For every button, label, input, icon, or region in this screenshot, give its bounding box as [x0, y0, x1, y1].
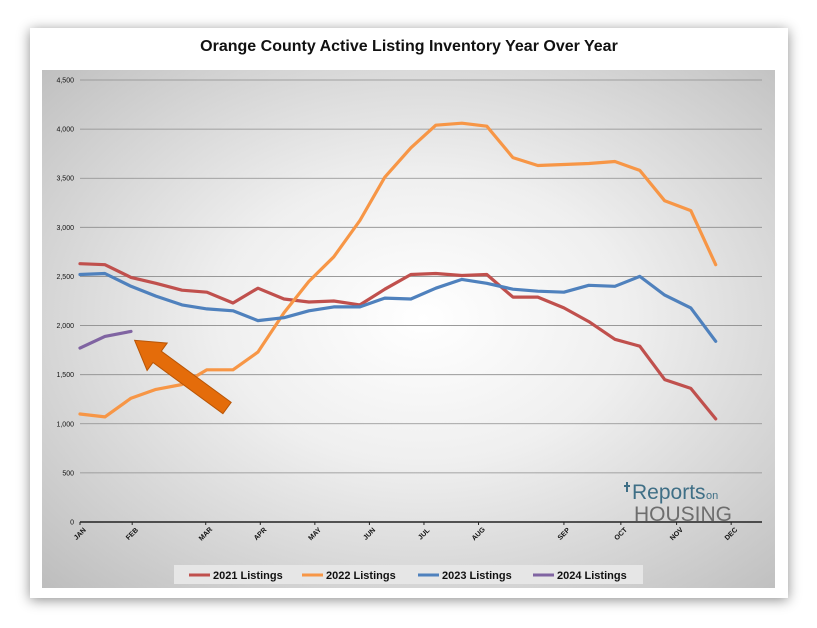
- x-tick-label-feb: FEB: [125, 527, 140, 542]
- x-tick-label-sep: SEP: [557, 527, 572, 542]
- chart-svg: 0 500 1,000 1,500 2,000 2,500 3,000 3,500 4,000 4…: [56, 78, 762, 584]
- x-tick-label-jan: JAN: [73, 527, 88, 542]
- x-tick-label-aug: AUG: [471, 526, 487, 542]
- y-tick-label: 4,000: [56, 127, 74, 134]
- logo-text-housing: HOUSING: [634, 503, 732, 526]
- y-axis-ticks: 0 500 1,000 1,500 2,000 2,500 3,000 3,500 4,000 4…: [56, 78, 74, 527]
- chart-frame: Orange County Active Listing Inventory Y…: [30, 28, 788, 598]
- x-tick-label-oct: OCT: [614, 526, 630, 542]
- logo-mark-icon: [624, 482, 630, 492]
- x-tick-label-dec: DEC: [724, 527, 739, 542]
- legend-label: 2022 Listings: [326, 570, 396, 582]
- x-tick-label-mar: MAR: [198, 526, 214, 542]
- y-tick-label: 4,500: [56, 78, 74, 85]
- arrow-shape: [133, 339, 232, 415]
- legend-label: 2023 Listings: [442, 570, 512, 582]
- plot-area: 0 500 1,000 1,500 2,000 2,500 3,000 3,500 4,000 4…: [42, 70, 775, 588]
- y-tick-label: 1,000: [56, 421, 74, 428]
- chart-title: Orange County Active Listing Inventory Y…: [200, 38, 618, 55]
- series-line-2023: [78, 271, 718, 343]
- x-tick-label-apr: APR: [253, 527, 268, 542]
- x-tick-label-nov: NOV: [669, 526, 685, 542]
- y-tick-label: 2,000: [56, 323, 74, 330]
- x-tick-label-may: MAY: [307, 526, 323, 542]
- annotation-arrow: [133, 339, 232, 415]
- y-tick-label: 3,500: [56, 176, 74, 183]
- y-tick-label: 500: [62, 470, 74, 477]
- legend-label: 2024 Listings: [557, 570, 627, 582]
- series-line-2024: [78, 329, 133, 350]
- reports-on-housing-logo: Reports on HOUSING: [624, 481, 732, 526]
- y-tick-label: 2,500: [56, 274, 74, 281]
- legend-background: [174, 565, 643, 584]
- x-tick-label-jun: JUN: [362, 527, 377, 542]
- series-line-2021: [78, 262, 718, 421]
- legend: 2021 Listings 2022 Listings 2023 Listings 2…: [189, 570, 627, 582]
- logo-text-reports: Reports: [632, 481, 706, 504]
- y-tick-label: 0: [70, 520, 74, 527]
- x-tick-label-jul: JUL: [417, 527, 432, 542]
- legend-label: 2021 Listings: [213, 570, 283, 582]
- y-tick-label: 3,000: [56, 225, 74, 232]
- y-tick-label: 1,500: [56, 372, 74, 379]
- logo-text-on: on: [706, 490, 718, 502]
